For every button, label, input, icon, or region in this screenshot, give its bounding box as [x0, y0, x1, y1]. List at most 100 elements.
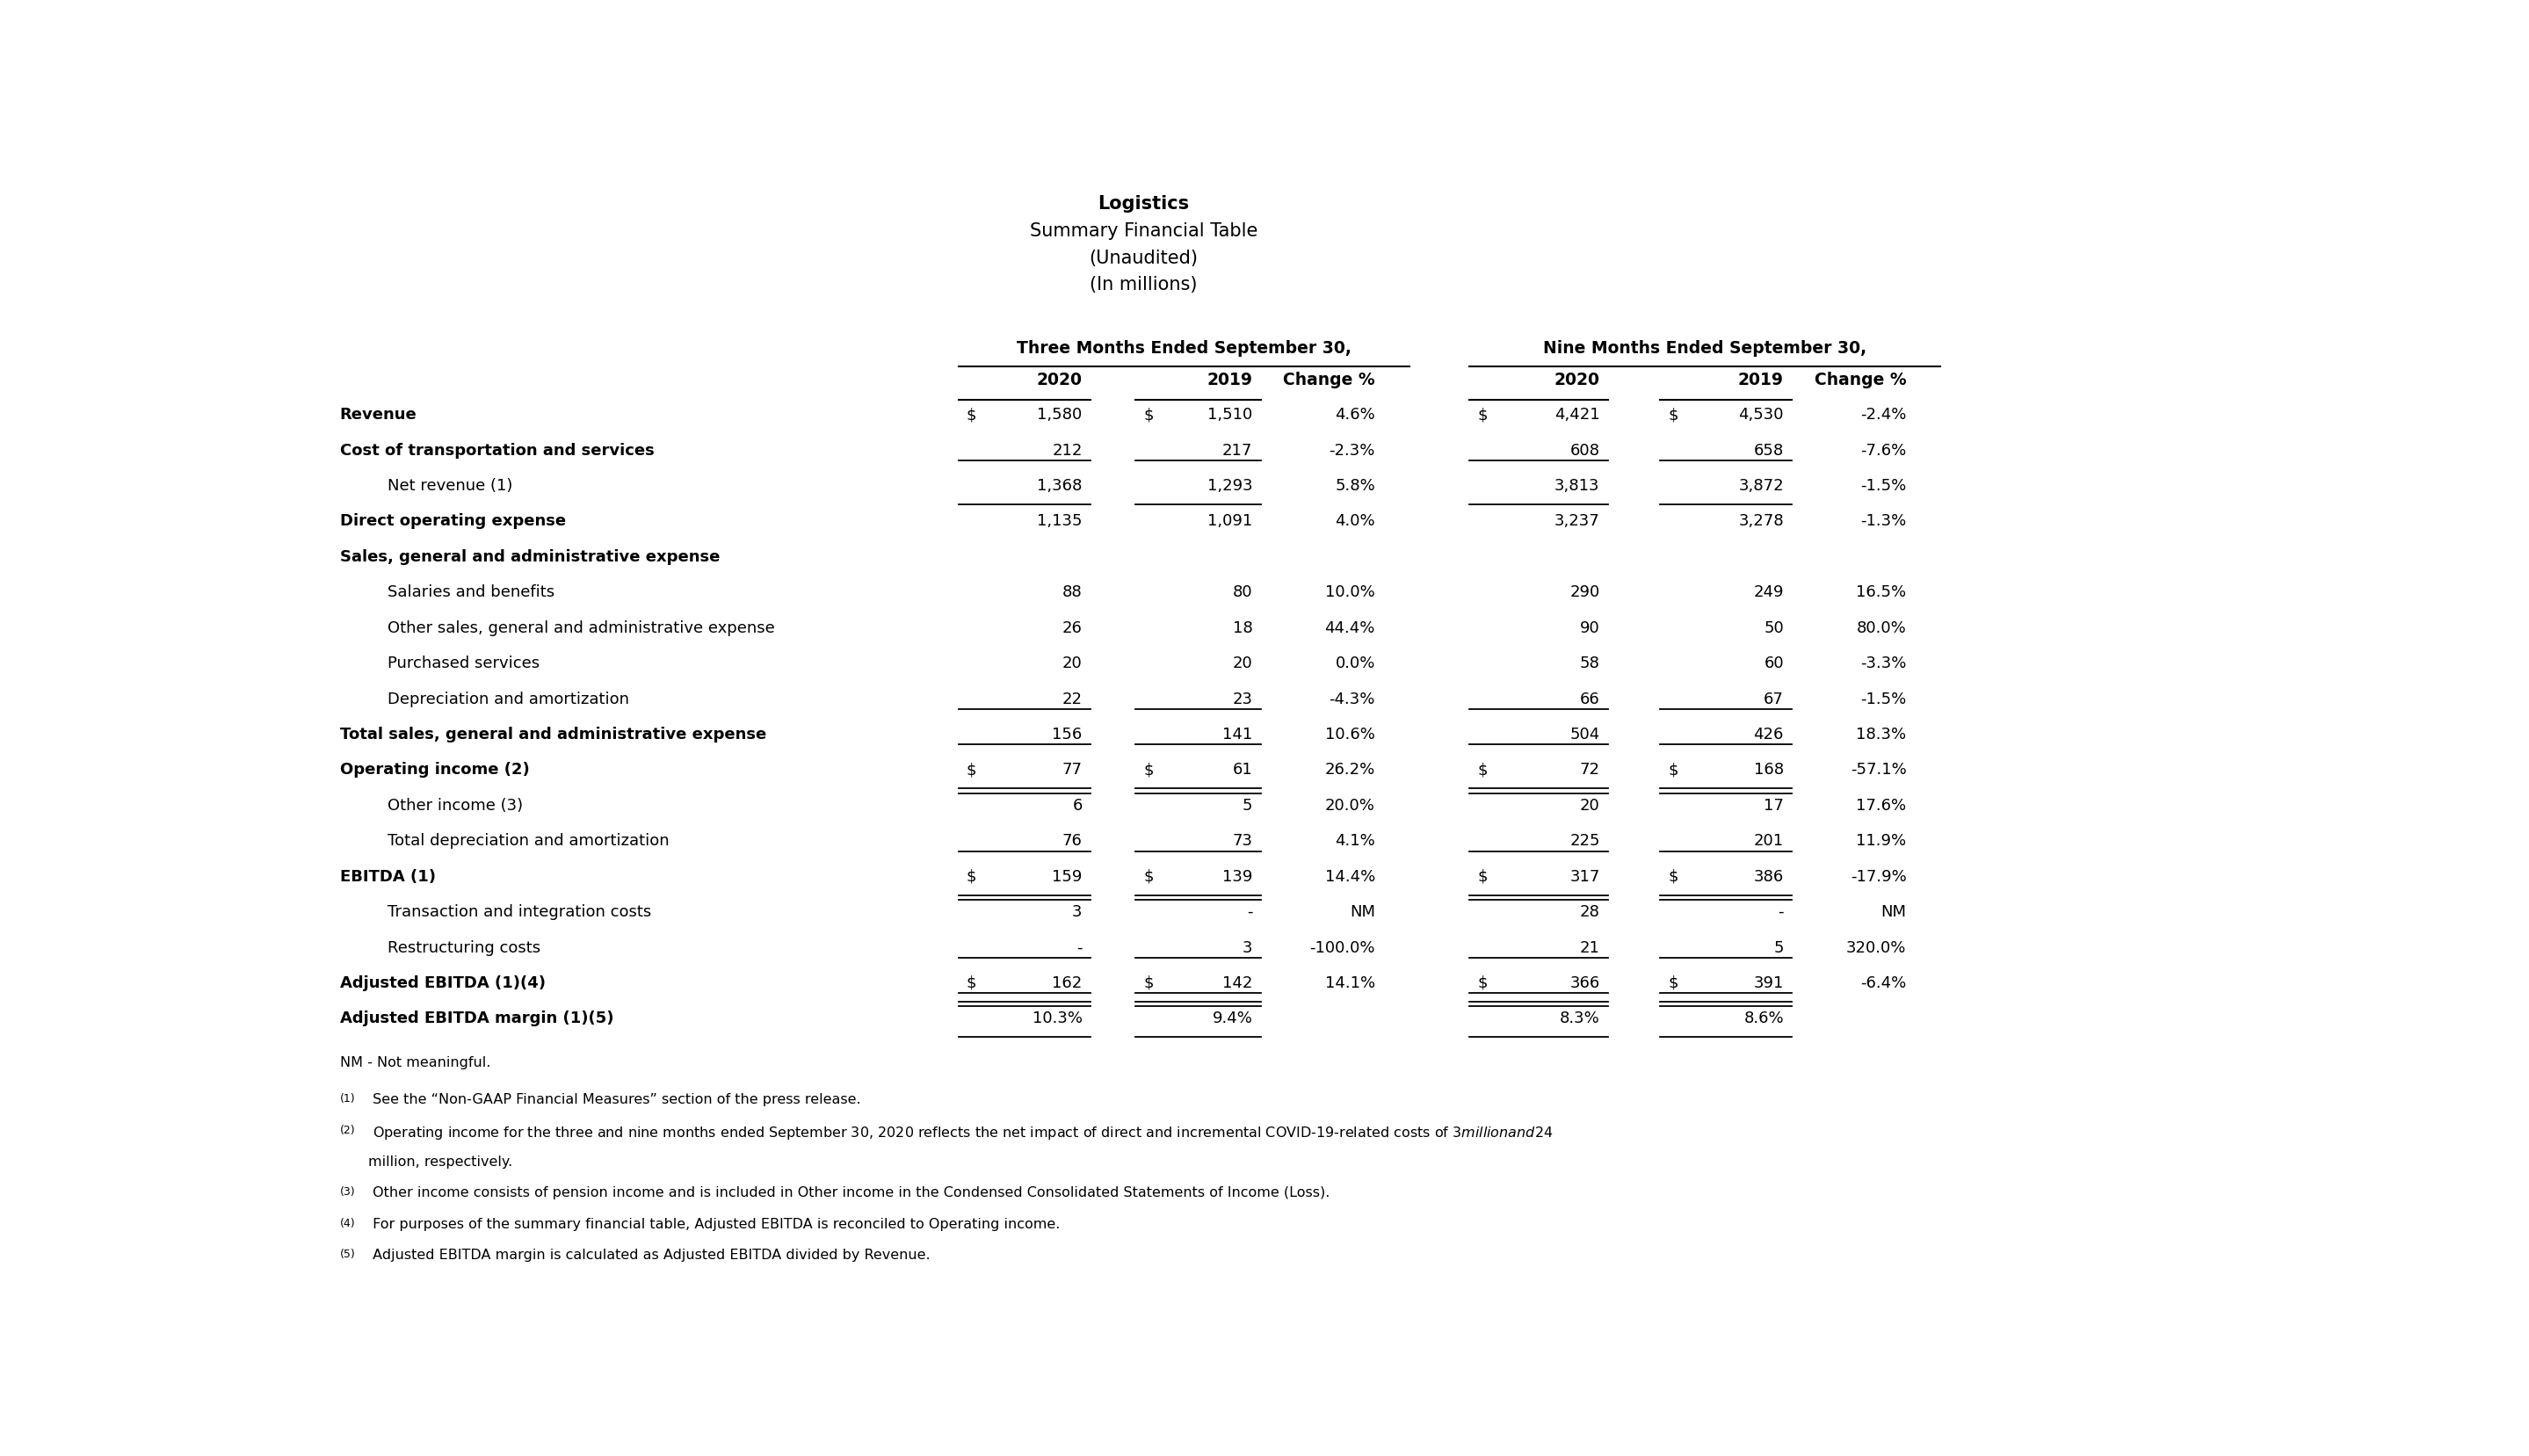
Text: 3: 3: [1242, 939, 1252, 955]
Text: 88: 88: [1062, 585, 1082, 600]
Text: $: $: [1669, 408, 1679, 422]
Text: 17: 17: [1763, 798, 1783, 814]
Text: -2.4%: -2.4%: [1861, 408, 1907, 422]
Text: $: $: [1143, 763, 1153, 778]
Text: 8.6%: 8.6%: [1742, 1010, 1783, 1026]
Text: 80: 80: [1232, 585, 1252, 600]
Text: $: $: [966, 869, 976, 885]
Text: 317: 317: [1571, 869, 1601, 885]
Text: 18.3%: 18.3%: [1856, 727, 1907, 743]
Text: 73: 73: [1232, 833, 1252, 849]
Text: NM - Not meaningful.: NM - Not meaningful.: [339, 1056, 491, 1069]
Text: $: $: [1669, 763, 1679, 778]
Text: 156: 156: [1052, 727, 1082, 743]
Text: $: $: [966, 976, 976, 992]
Text: 5: 5: [1773, 939, 1783, 955]
Text: 504: 504: [1571, 727, 1601, 743]
Text: Change %: Change %: [1282, 371, 1376, 389]
Text: 18: 18: [1232, 620, 1252, 636]
Text: -: -: [1247, 904, 1252, 920]
Text: Three Months Ended September 30,: Three Months Ended September 30,: [1017, 341, 1350, 357]
Text: 366: 366: [1571, 976, 1601, 992]
Text: 26: 26: [1062, 620, 1082, 636]
Text: $: $: [1143, 869, 1153, 885]
Text: 2019: 2019: [1737, 371, 1783, 389]
Text: Adjusted EBITDA margin is calculated as Adjusted EBITDA divided by Revenue.: Adjusted EBITDA margin is calculated as …: [369, 1249, 931, 1262]
Text: -: -: [1778, 904, 1783, 920]
Text: 10.0%: 10.0%: [1325, 585, 1376, 600]
Text: 11.9%: 11.9%: [1856, 833, 1907, 849]
Text: 66: 66: [1581, 692, 1601, 708]
Text: $: $: [966, 763, 976, 778]
Text: 4.0%: 4.0%: [1335, 514, 1376, 530]
Text: 1,368: 1,368: [1037, 478, 1082, 494]
Text: 141: 141: [1222, 727, 1252, 743]
Text: (1): (1): [339, 1093, 357, 1105]
Text: 26.2%: 26.2%: [1325, 763, 1376, 778]
Text: 67: 67: [1763, 692, 1783, 708]
Text: Restructuring costs: Restructuring costs: [387, 939, 541, 955]
Text: Other sales, general and administrative expense: Other sales, general and administrative …: [387, 620, 774, 636]
Text: 217: 217: [1222, 443, 1252, 459]
Text: 5.8%: 5.8%: [1335, 478, 1376, 494]
Text: 249: 249: [1753, 585, 1783, 600]
Text: $: $: [1477, 408, 1487, 422]
Text: For purposes of the summary financial table, Adjusted EBITDA is reconciled to Op: For purposes of the summary financial ta…: [369, 1217, 1060, 1230]
Text: -: -: [1077, 939, 1082, 955]
Text: 3,237: 3,237: [1555, 514, 1601, 530]
Text: 168: 168: [1753, 763, 1783, 778]
Text: 3,813: 3,813: [1555, 478, 1601, 494]
Text: $: $: [1143, 976, 1153, 992]
Text: 212: 212: [1052, 443, 1082, 459]
Text: NM: NM: [1350, 904, 1376, 920]
Text: 142: 142: [1222, 976, 1252, 992]
Text: 50: 50: [1763, 620, 1783, 636]
Text: Nine Months Ended September 30,: Nine Months Ended September 30,: [1543, 341, 1866, 357]
Text: (In millions): (In millions): [1090, 277, 1196, 294]
Text: Purchased services: Purchased services: [387, 655, 539, 671]
Text: 76: 76: [1062, 833, 1082, 849]
Text: -57.1%: -57.1%: [1851, 763, 1907, 778]
Text: $: $: [1477, 763, 1487, 778]
Text: 3: 3: [1072, 904, 1082, 920]
Text: 17.6%: 17.6%: [1856, 798, 1907, 814]
Text: $: $: [1477, 976, 1487, 992]
Text: 426: 426: [1753, 727, 1783, 743]
Text: 320.0%: 320.0%: [1846, 939, 1907, 955]
Text: 2020: 2020: [1037, 371, 1082, 389]
Text: 2020: 2020: [1555, 371, 1601, 389]
Text: 80.0%: 80.0%: [1856, 620, 1907, 636]
Text: Depreciation and amortization: Depreciation and amortization: [387, 692, 630, 708]
Text: 3,278: 3,278: [1737, 514, 1783, 530]
Text: 5: 5: [1242, 798, 1252, 814]
Text: 16.5%: 16.5%: [1856, 585, 1907, 600]
Text: (2): (2): [339, 1124, 357, 1136]
Text: Total sales, general and administrative expense: Total sales, general and administrative …: [339, 727, 766, 743]
Text: Cost of transportation and services: Cost of transportation and services: [339, 443, 655, 459]
Text: 4,421: 4,421: [1555, 408, 1601, 422]
Text: Direct operating expense: Direct operating expense: [339, 514, 566, 530]
Text: 159: 159: [1052, 869, 1082, 885]
Text: 21: 21: [1581, 939, 1601, 955]
Text: (5): (5): [339, 1249, 357, 1261]
Text: Revenue: Revenue: [339, 408, 417, 422]
Text: Logistics: Logistics: [1098, 195, 1189, 213]
Text: 60: 60: [1763, 655, 1783, 671]
Text: 23: 23: [1232, 692, 1252, 708]
Text: See the “Non-GAAP Financial Measures” section of the press release.: See the “Non-GAAP Financial Measures” se…: [369, 1093, 862, 1107]
Text: Change %: Change %: [1813, 371, 1907, 389]
Text: -3.3%: -3.3%: [1861, 655, 1907, 671]
Text: $: $: [1143, 408, 1153, 422]
Text: (4): (4): [339, 1217, 357, 1229]
Text: 1,135: 1,135: [1037, 514, 1082, 530]
Text: 72: 72: [1581, 763, 1601, 778]
Text: 0.0%: 0.0%: [1335, 655, 1376, 671]
Text: Operating income for the three and nine months ended September 30, 2020 reflects: Operating income for the three and nine …: [369, 1124, 1553, 1142]
Text: 14.4%: 14.4%: [1325, 869, 1376, 885]
Text: Operating income (2): Operating income (2): [339, 763, 529, 778]
Text: -1.5%: -1.5%: [1861, 692, 1907, 708]
Text: -7.6%: -7.6%: [1861, 443, 1907, 459]
Text: 139: 139: [1222, 869, 1252, 885]
Text: 290: 290: [1571, 585, 1601, 600]
Text: -100.0%: -100.0%: [1310, 939, 1376, 955]
